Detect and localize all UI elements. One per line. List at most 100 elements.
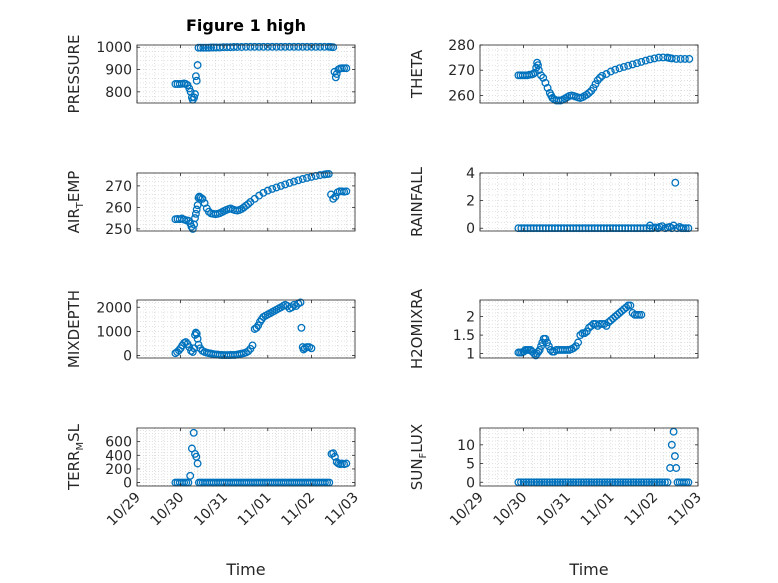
- data-point: [329, 43, 338, 52]
- data-point: [535, 345, 544, 354]
- data-point: [342, 459, 351, 468]
- y-axis-label-4: RAINFALL: [408, 166, 426, 237]
- data-point: [244, 347, 253, 356]
- data-point: [574, 338, 583, 347]
- data-point: [268, 184, 277, 193]
- data-series: [514, 53, 694, 105]
- minor-grid: [479, 44, 699, 103]
- data-point: [530, 349, 539, 358]
- data-point: [229, 43, 238, 51]
- data-point: [670, 452, 679, 461]
- minor-grid: [479, 428, 699, 487]
- y-tick-label: 0: [123, 476, 132, 492]
- subplot-5: 0 1000 2000 MIXDEPTH: [65, 290, 356, 368]
- data-point: [192, 329, 201, 338]
- data-point: [330, 67, 339, 76]
- data-point: [268, 42, 277, 51]
- y-tick-label: 260: [105, 200, 132, 216]
- y-tick-label: 1000: [96, 40, 132, 56]
- data-point: [543, 338, 552, 347]
- data-point: [316, 42, 325, 51]
- data-point: [628, 60, 637, 69]
- data-point: [681, 224, 690, 233]
- data-point: [641, 56, 650, 65]
- data-point: [192, 205, 201, 214]
- data-point: [285, 178, 294, 187]
- y-tick-label: 1: [466, 347, 475, 363]
- y-tick-label: 1.5: [453, 328, 475, 344]
- data-point: [646, 55, 654, 64]
- data-point: [296, 298, 305, 307]
- axes-box: [136, 172, 356, 232]
- data-point: [595, 73, 604, 82]
- x-tick-label: 11/03: [322, 490, 362, 530]
- x-axis-label-left: Time: [225, 560, 265, 579]
- y-tick-label: 900: [105, 63, 132, 79]
- data-point: [246, 42, 255, 51]
- y-tick-label: 200: [105, 462, 132, 478]
- y-axis-label-8: SUNFLUX: [408, 424, 429, 490]
- data-point: [324, 169, 333, 178]
- y-axis-label-2: THETA: [408, 49, 426, 99]
- data-point: [297, 323, 306, 332]
- data-point: [589, 83, 598, 92]
- y-axis-label-7: TERRMSL: [65, 423, 86, 491]
- y-tick-label: 2: [466, 194, 475, 210]
- data-point: [303, 173, 311, 182]
- data-point: [259, 42, 268, 51]
- data-point: [276, 42, 285, 51]
- data-point: [534, 61, 542, 70]
- data-point: [281, 180, 290, 189]
- data-point: [298, 175, 307, 183]
- data-point: [285, 42, 294, 51]
- data-point: [672, 464, 681, 472]
- data-point: [582, 90, 591, 99]
- x-tick-label: 10/31: [534, 490, 574, 530]
- data-point: [193, 61, 202, 70]
- data-point: [645, 224, 654, 233]
- data-point: [191, 209, 200, 218]
- data-point: [237, 43, 246, 51]
- y-tick-label: 280: [448, 38, 475, 54]
- subplot-2: 260 270 280 THETA: [408, 38, 699, 105]
- data-point: [537, 71, 545, 80]
- data-point: [626, 301, 635, 310]
- data-point: [669, 427, 678, 436]
- data-point: [290, 42, 298, 51]
- data-point: [598, 71, 607, 80]
- data-point: [193, 201, 202, 210]
- data-point: [248, 341, 257, 350]
- minor-grid: [479, 173, 699, 231]
- x-tick-label: 10/30: [491, 490, 531, 530]
- minor-grid: [136, 427, 356, 486]
- x-tick-label: 10/29: [104, 490, 144, 530]
- data-point: [192, 76, 201, 85]
- y-axis-label-1: PRESSURE: [65, 35, 83, 114]
- y-tick-label: 5: [466, 457, 475, 473]
- data-point: [615, 64, 624, 73]
- data-point: [569, 344, 578, 352]
- data-point: [624, 61, 633, 70]
- x-tick-label: 10/31: [191, 490, 231, 530]
- data-point: [298, 42, 307, 51]
- data-point: [281, 42, 290, 51]
- data-point: [606, 67, 615, 76]
- y-tick-label: 4: [466, 166, 475, 182]
- x-tick-label: 11/01: [578, 490, 618, 530]
- x-tick-label: 11/02: [278, 490, 318, 530]
- x-tick-label: 11/01: [235, 490, 275, 530]
- data-point: [244, 200, 253, 209]
- data-point: [193, 459, 202, 468]
- data-point: [242, 42, 250, 51]
- data-point: [680, 54, 689, 63]
- y-tick-label: 400: [105, 448, 132, 464]
- y-tick-label: 10: [457, 438, 475, 454]
- plot-area: [480, 173, 698, 231]
- y-tick-label: 2: [466, 310, 475, 326]
- data-point: [684, 224, 693, 233]
- axes-box: [136, 427, 356, 487]
- data-point: [529, 70, 538, 78]
- y-tick-label: 250: [105, 222, 132, 238]
- y-tick-label: 1000: [96, 324, 132, 340]
- data-point: [331, 73, 340, 82]
